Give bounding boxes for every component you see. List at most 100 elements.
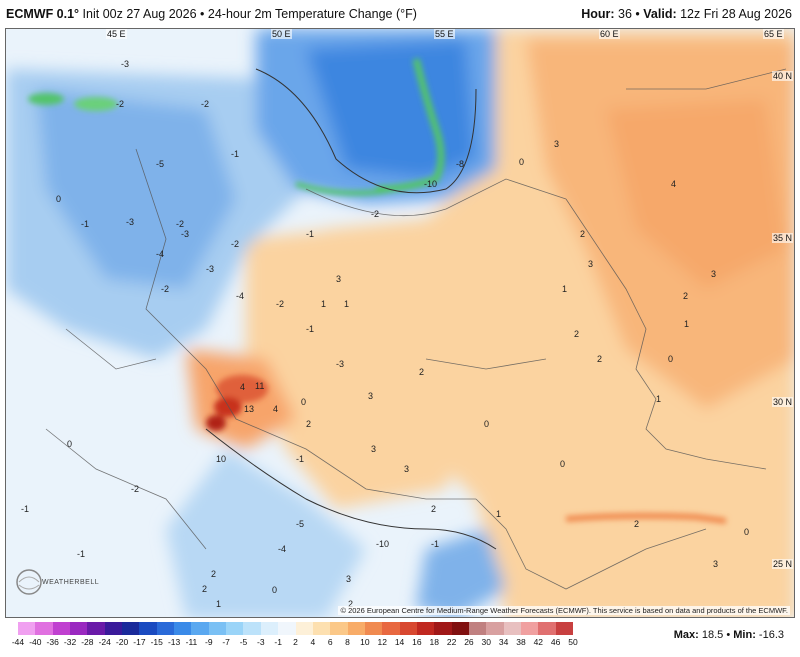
legend-swatch (243, 622, 261, 635)
value-label: 0 (272, 585, 278, 595)
value-label: -2 (371, 209, 380, 219)
legend-tick-label: -32 (63, 637, 77, 647)
legend-swatch (312, 622, 331, 635)
value-label: -3 (336, 359, 345, 369)
legend-swatch (434, 622, 452, 635)
legend-swatch (260, 622, 279, 635)
legend-tick-label: 34 (498, 637, 509, 647)
value-label: 3 (554, 139, 560, 149)
legend-tick-label: 6 (327, 637, 333, 647)
value-label: 4 (671, 179, 677, 189)
value-label: -1 (231, 149, 240, 159)
legend-swatch (52, 622, 71, 635)
max-value: 18.5 (701, 629, 724, 641)
legend-swatch (208, 622, 227, 635)
value-label: 2 (574, 329, 580, 339)
legend-tick-label: 14 (394, 637, 405, 647)
valid-time: 12z Fri 28 Aug 2026 (680, 7, 792, 21)
legend-tick-label: -24 (98, 637, 111, 647)
value-label: -4 (156, 249, 165, 259)
legend-tick-label: -20 (115, 637, 129, 647)
legend-tick-label: 4 (310, 637, 316, 647)
legend-swatch (18, 622, 36, 635)
legend-tick-label: 22 (446, 637, 457, 647)
legend-swatch (139, 622, 157, 635)
value-label: 1 (321, 299, 327, 309)
value-label: 2 (348, 599, 354, 609)
value-label: -1 (81, 219, 90, 229)
logo-globe-icon (16, 569, 42, 595)
legend-tick-label: -3 (257, 637, 265, 647)
value-label: 1 (562, 284, 568, 294)
legend-tick-label: -9 (205, 637, 213, 647)
lon-label-45: 45 E (106, 29, 127, 39)
value-label: -1 (431, 539, 440, 549)
legend-swatch (278, 622, 296, 635)
color-scale-bar (18, 622, 573, 635)
legend-swatch (382, 622, 400, 635)
value-label: 1 (216, 599, 222, 609)
legend-swatch (416, 622, 435, 635)
lat-label-35: 35 N (772, 233, 794, 243)
legend-tick-label: 38 (516, 637, 526, 647)
value-label: -10 (424, 179, 438, 189)
value-label: 4 (240, 382, 246, 392)
legend-tick-label: -13 (167, 637, 181, 647)
legend-swatch (174, 622, 192, 635)
value-label: 3 (713, 559, 719, 569)
hour-label: Hour: (581, 7, 615, 21)
map-field (6, 29, 794, 617)
color-scale-ticks: -44 -40 -36 -32 -28 -24 -20 -17 -15 -13 -11 -9 -7 -5-… (12, 637, 578, 649)
value-label: -1 (306, 229, 315, 239)
lon-label-65: 65 E (763, 29, 784, 39)
legend-swatch (538, 622, 556, 635)
value-label: 2 (202, 584, 208, 594)
value-label: -2 (131, 484, 140, 494)
value-label: 3 (371, 444, 377, 454)
legend-tick-label: 2 (293, 637, 298, 647)
value-label: -1 (21, 504, 30, 514)
lat-label-40: 40 N (772, 71, 794, 81)
value-label: -2 (276, 299, 285, 309)
header-right: Hour: 36 • Valid: 12z Fri 28 Aug 2026 (581, 7, 792, 21)
legend-swatch (156, 622, 175, 635)
value-label: 0 (560, 459, 566, 469)
value-label: 2 (431, 504, 437, 514)
legend-swatch (399, 622, 417, 635)
legend-swatch (35, 622, 53, 635)
value-label: -3 (181, 229, 190, 239)
copyright-text: © 2026 European Centre for Medium-Range … (338, 606, 790, 615)
value-label: 2 (306, 419, 312, 429)
value-label: -1 (306, 324, 315, 334)
legend-tick-label: -17 (133, 637, 146, 647)
logo-text: WEATHERBELL (42, 579, 100, 586)
legend-tick-label: -7 (222, 637, 230, 647)
value-label: 4 (273, 404, 279, 414)
legend-swatch (226, 622, 244, 635)
legend-tick-label: 12 (377, 637, 387, 647)
legend-swatch (468, 622, 487, 635)
value-label: 2 (597, 354, 603, 364)
max-label: Max: (673, 629, 699, 641)
init-time: Init 00z 27 Aug 2026 (82, 7, 197, 21)
value-label: 11 (255, 381, 265, 391)
legend-swatch (555, 622, 573, 635)
legend-swatch (295, 622, 313, 635)
header-left: ECMWF 0.1° Init 00z 27 Aug 2026 • 24-hou… (6, 7, 417, 21)
max-min-stats: Max: 18.5 • Min: -16.3 (673, 629, 784, 641)
legend-swatch (503, 622, 521, 635)
legend-swatch (364, 622, 383, 635)
value-label: -1 (296, 454, 305, 464)
weatherbell-logo: WEATHERBELL (14, 567, 99, 603)
value-label: -5 (296, 519, 305, 529)
legend-tick-label: 10 (360, 637, 370, 647)
legend-tick-label: 16 (412, 637, 422, 647)
legend-tick-label: -15 (150, 637, 163, 647)
value-label: 3 (404, 464, 410, 474)
lat-label-25: 25 N (772, 559, 794, 569)
legend-tick-label: -28 (81, 637, 94, 647)
legend-tick-label: -1 (274, 637, 282, 647)
lon-label-50: 50 E (271, 29, 292, 39)
header-bar: ECMWF 0.1° Init 00z 27 Aug 2026 • 24-hou… (0, 0, 800, 28)
value-label: 0 (668, 354, 674, 364)
